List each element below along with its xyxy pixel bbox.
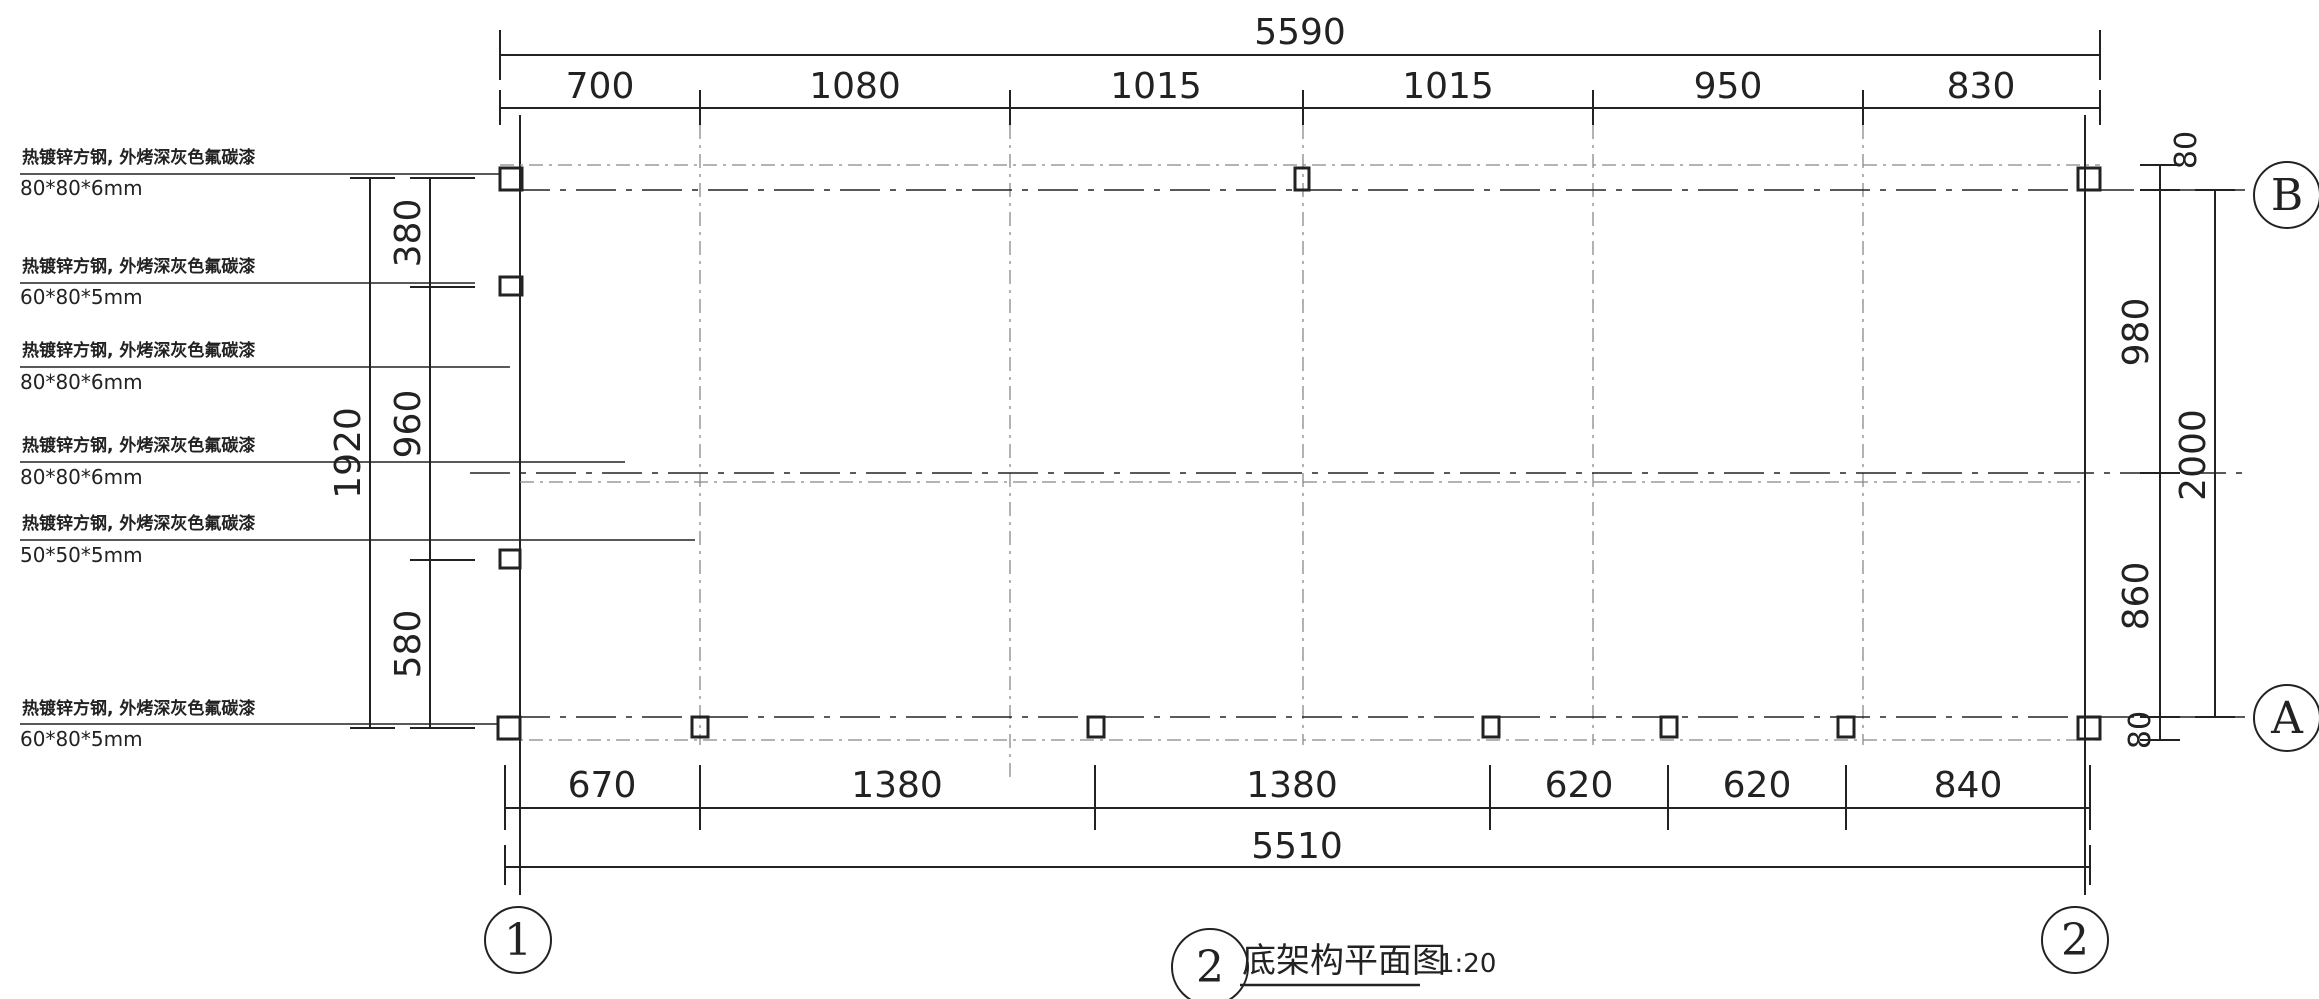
member-label-4-size: 80*80*6mm [20,465,143,489]
axis-label-b: B [2271,170,2303,221]
column-marker [2076,715,2102,741]
top-segment-dim-line [499,90,2101,125]
member-label-3-size: 80*80*6mm [20,370,143,394]
bottom-dim-5: 620 [1723,765,1792,806]
axis-bubble-2 [2041,906,2109,974]
right-dim-2: 980 [2116,298,2157,367]
member-label-2-material: 热镀锌方钢, 外烤深灰色氟碳漆 [22,256,255,277]
column-marker [498,548,522,570]
drawing-scale: 1:20 [1438,949,1496,979]
member-label-4-material: 热镀锌方钢, 外烤深灰色氟碳漆 [22,435,255,456]
column-marker [1481,715,1501,739]
leader-lines [20,173,695,725]
axis-bubble-1 [484,906,552,974]
column-markers [496,166,2102,741]
column-marker [496,715,522,741]
top-dim-5: 950 [1694,66,1763,107]
bottom-dim-4: 620 [1545,765,1614,806]
top-overall-dim-line [499,30,2101,80]
right-dim-3: 860 [2116,562,2157,631]
frame-outline [519,115,2086,895]
top-overall-dim: 5590 [1254,12,1346,53]
axis-label-2: 2 [2061,915,2089,966]
left-overall-dim-line [350,177,395,729]
right-overall-dim: 2000 [2173,409,2214,501]
top-dim-1: 700 [566,66,635,107]
column-marker [2076,166,2102,192]
bottom-dim-2: 1380 [851,765,943,806]
right-dim-1: 80 [2169,131,2204,169]
member-label-1-size: 80*80*6mm [20,176,143,200]
left-dim-3: 580 [388,610,429,679]
column-marker [498,166,524,192]
column-marker [690,715,710,739]
top-dim-4: 1015 [1402,66,1494,107]
axis-bubble-a [2253,684,2319,752]
bottom-overall-dim: 5510 [1251,826,1343,867]
member-label-5-size: 50*50*5mm [20,543,143,567]
title-bubble [1171,928,1249,999]
left-segment-dim-line [410,177,475,729]
axis-bubble-b [2253,161,2319,229]
top-dim-2: 1080 [809,66,901,107]
title-index: 2 [1196,942,1224,993]
top-dim-6: 830 [1947,66,2016,107]
bottom-dim-3: 1380 [1246,765,1338,806]
bottom-dim-1: 670 [568,765,637,806]
interior-grid [500,125,2100,780]
column-marker [1293,166,1311,192]
top-dim-3: 1015 [1110,66,1202,107]
bottom-segment-dim-line [504,765,2091,830]
member-label-6-size: 60*80*5mm [20,727,143,751]
column-marker [1659,715,1679,739]
left-dim-2: 960 [388,390,429,459]
left-dim-1: 380 [388,199,429,268]
member-label-5-material: 热镀锌方钢, 外烤深灰色氟碳漆 [22,513,255,534]
member-label-1-material: 热镀锌方钢, 外烤深灰色氟碳漆 [22,147,255,168]
column-marker [1836,715,1856,739]
right-dim-4: 80 [2123,711,2158,749]
column-marker [498,275,524,297]
bottom-overall-dim-line [504,845,2091,885]
left-overall-dim: 1920 [328,407,369,499]
member-label-6-material: 热镀锌方钢, 外烤深灰色氟碳漆 [22,698,255,719]
axis-label-1: 1 [504,915,532,966]
member-label-3-material: 热镀锌方钢, 外烤深灰色氟碳漆 [22,340,255,361]
member-label-2-size: 60*80*5mm [20,285,143,309]
drawing-title: 底架构平面图 [1242,941,1446,981]
bottom-dim-6: 840 [1934,765,2003,806]
axis-label-a: A [2270,693,2304,744]
column-marker [1086,715,1106,739]
